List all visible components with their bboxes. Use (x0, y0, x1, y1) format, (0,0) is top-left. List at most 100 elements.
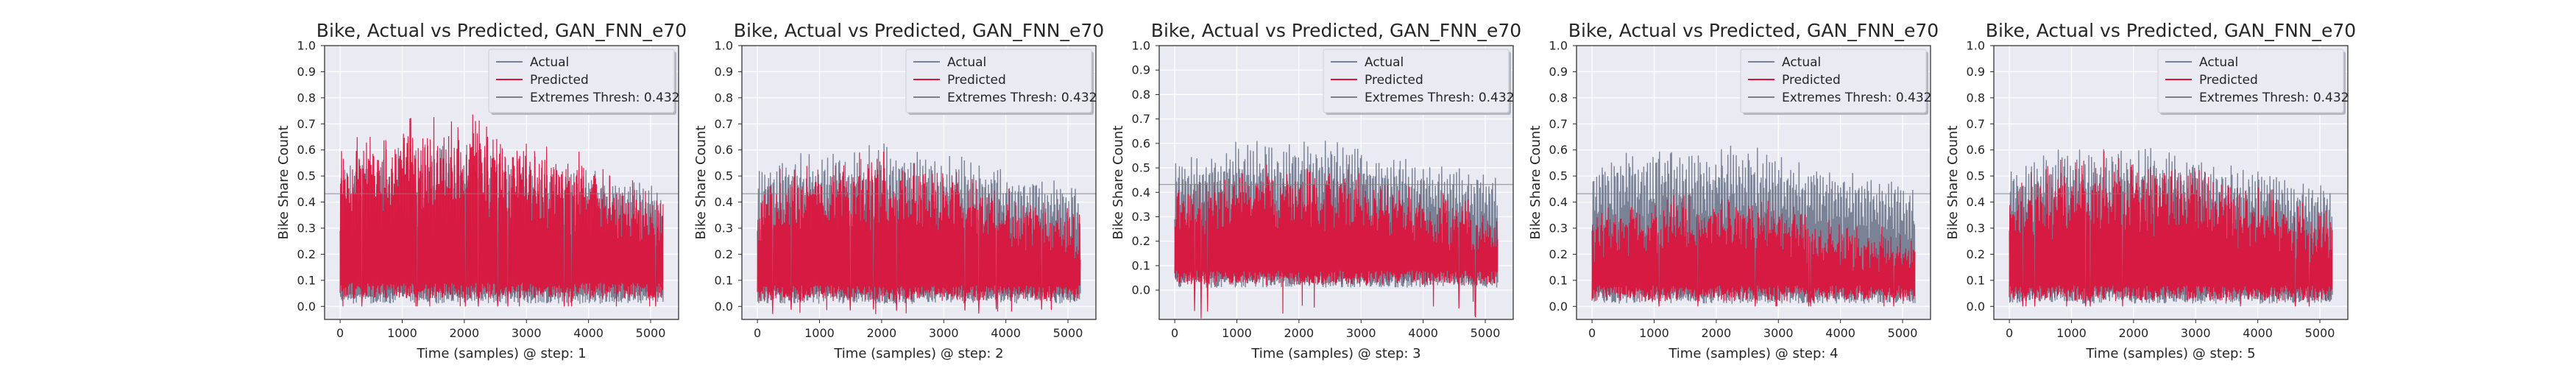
x-tick-label: 1000 (1222, 326, 1252, 340)
x-tick-label: 4000 (991, 326, 1021, 340)
y-tick-label: 1.0 (1549, 39, 1568, 53)
chart-title: Bike, Actual vs Predicted, GAN_FNN_e70 (734, 20, 1104, 41)
x-tick-label: 2000 (450, 326, 480, 340)
y-tick-label: 0.1 (1967, 273, 1985, 287)
y-tick-label: 0.5 (715, 169, 733, 183)
x-tick-label: 3000 (2181, 326, 2211, 340)
x-axis-label: Time (samples) @ step: 1 (416, 346, 586, 361)
legend-label: Predicted (1782, 73, 1841, 88)
y-tick-label: 0.6 (1967, 143, 1985, 157)
y-tick-label: 0.2 (1132, 234, 1150, 248)
y-tick-label: 0.8 (715, 91, 733, 105)
y-tick-label: 0.0 (1549, 300, 1568, 314)
legend-label: Actual (2199, 55, 2238, 70)
x-axis-label: Time (samples) @ step: 2 (833, 346, 1003, 361)
y-tick-label: 0.8 (1967, 91, 1985, 105)
x-tick-label: 0 (1171, 326, 1178, 340)
x-tick-label: 5000 (1888, 326, 1918, 340)
y-tick-label: 0.6 (297, 143, 316, 157)
y-tick-label: 0.7 (1132, 112, 1150, 126)
chart-title: Bike, Actual vs Predicted, GAN_FNN_e70 (1568, 20, 1939, 41)
y-tick-label: 0.8 (297, 91, 316, 105)
legend-label: Extremes Thresh: 0.432 (1782, 91, 1932, 105)
legend-label: Extremes Thresh: 0.432 (530, 91, 680, 105)
y-tick-label: 0.2 (1967, 247, 1985, 261)
x-tick-label: 0 (336, 326, 344, 340)
x-tick-label: 3000 (512, 326, 542, 340)
y-tick-label: 0.7 (1967, 117, 1985, 131)
x-tick-label: 3000 (929, 326, 959, 340)
legend-label: Predicted (530, 73, 589, 88)
y-tick-label: 0.0 (1132, 283, 1150, 297)
legend-box (488, 49, 675, 113)
y-tick-label: 0.3 (1549, 222, 1568, 236)
x-tick-label: 1000 (387, 326, 417, 340)
y-tick-label: 0.0 (1967, 300, 1985, 314)
y-tick-label: 0.9 (715, 65, 733, 79)
y-tick-label: 0.8 (1549, 91, 1568, 105)
x-tick-label: 1000 (1639, 326, 1669, 340)
y-tick-label: 0.7 (1549, 117, 1568, 131)
x-tick-label: 0 (2006, 326, 2013, 340)
y-tick-label: 0.0 (715, 300, 733, 314)
y-tick-label: 0.3 (1967, 222, 1985, 236)
y-tick-label: 0.0 (297, 300, 316, 314)
subplot-4: 0.0 0.1 0.2 0.3 0.4 0.5 0.6 0.7 0.8 0.9 1.0 0 1000 20… (1528, 20, 1939, 361)
x-tick-label: 5000 (636, 326, 666, 340)
y-tick-label: 0.1 (715, 273, 733, 287)
legend-box (2157, 49, 2344, 113)
y-tick-label: 0.8 (1132, 88, 1150, 102)
y-tick-label: 0.9 (297, 65, 316, 79)
y-tick-label: 0.1 (1132, 258, 1150, 272)
axes-frame (1158, 45, 1514, 320)
legend-label: Actual (1365, 55, 1404, 70)
x-tick-label: 3000 (1763, 326, 1794, 340)
legend-label: Extremes Thresh: 0.432 (947, 91, 1097, 105)
chart-title: Bike, Actual vs Predicted, GAN_FNN_e70 (316, 20, 687, 41)
x-axis-label: Time (samples) @ step: 3 (1250, 346, 1420, 361)
y-tick-label: 0.4 (1967, 195, 1985, 209)
legend: Actual Predicted Extremes Thresh: 0.432 (1323, 49, 1515, 115)
axes-frame (1576, 45, 1931, 320)
y-tick-label: 0.7 (297, 117, 316, 131)
series-predicted-line (1174, 164, 1498, 319)
y-tick-label: 0.5 (297, 169, 316, 183)
y-tick-label: 1.0 (297, 39, 316, 53)
subplot-3: 0.0 0.1 0.2 0.3 0.4 0.5 0.6 0.7 0.8 0.9 1.0 0 1000 20… (1111, 20, 1521, 361)
x-tick-label: 4000 (573, 326, 604, 340)
legend-box (1323, 49, 1510, 113)
x-tick-label: 0 (754, 326, 761, 340)
x-axis-label: Time (samples) @ step: 4 (1668, 346, 1838, 361)
y-tick-label: 0.5 (1967, 169, 1985, 183)
legend-label: Predicted (2199, 73, 2258, 88)
y-tick-label: 0.6 (1549, 143, 1568, 157)
x-tick-label: 1000 (804, 326, 835, 340)
x-tick-label: 5000 (1471, 326, 1501, 340)
legend-label: Predicted (947, 73, 1006, 88)
subplot-5: 0.0 0.1 0.2 0.3 0.4 0.5 0.6 0.7 0.8 0.9 1.0 0 1000 20… (1945, 20, 2356, 361)
legend: Actual Predicted Extremes Thresh: 0.432 (488, 49, 680, 115)
legend-label: Actual (1782, 55, 1821, 70)
y-tick-label: 0.4 (1132, 185, 1150, 199)
y-tick-label: 0.3 (1132, 210, 1150, 224)
series-predicted-line (339, 114, 664, 307)
x-tick-label: 1000 (2056, 326, 2087, 340)
y-tick-label: 1.0 (1967, 39, 1985, 53)
y-tick-label: 0.3 (715, 222, 733, 236)
legend-label: Extremes Thresh: 0.432 (1365, 91, 1515, 105)
subplot-2: 0.0 0.1 0.2 0.3 0.4 0.5 0.6 0.7 0.8 0.9 1.0 0 1000 20… (693, 20, 1104, 361)
x-tick-label: 4000 (1825, 326, 1855, 340)
y-axis-label: Bike Share Count (1528, 125, 1543, 239)
x-tick-label: 2000 (2119, 326, 2149, 340)
y-tick-label: 0.4 (297, 195, 316, 209)
y-tick-label: 0.3 (297, 222, 316, 236)
y-tick-label: 0.5 (1549, 169, 1568, 183)
chart-title: Bike, Actual vs Predicted, GAN_FNN_e70 (1151, 20, 1521, 41)
y-tick-label: 0.6 (715, 143, 733, 157)
y-tick-label: 0.5 (1132, 161, 1150, 175)
y-tick-label: 0.9 (1967, 65, 1985, 79)
axes-frame (741, 45, 1097, 320)
legend-label: Predicted (1365, 73, 1423, 88)
y-tick-label: 0.7 (715, 117, 733, 131)
y-tick-label: 0.1 (1549, 273, 1568, 287)
